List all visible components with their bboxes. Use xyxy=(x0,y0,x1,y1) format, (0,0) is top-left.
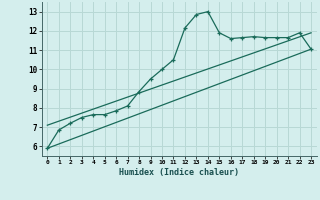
X-axis label: Humidex (Indice chaleur): Humidex (Indice chaleur) xyxy=(119,168,239,177)
